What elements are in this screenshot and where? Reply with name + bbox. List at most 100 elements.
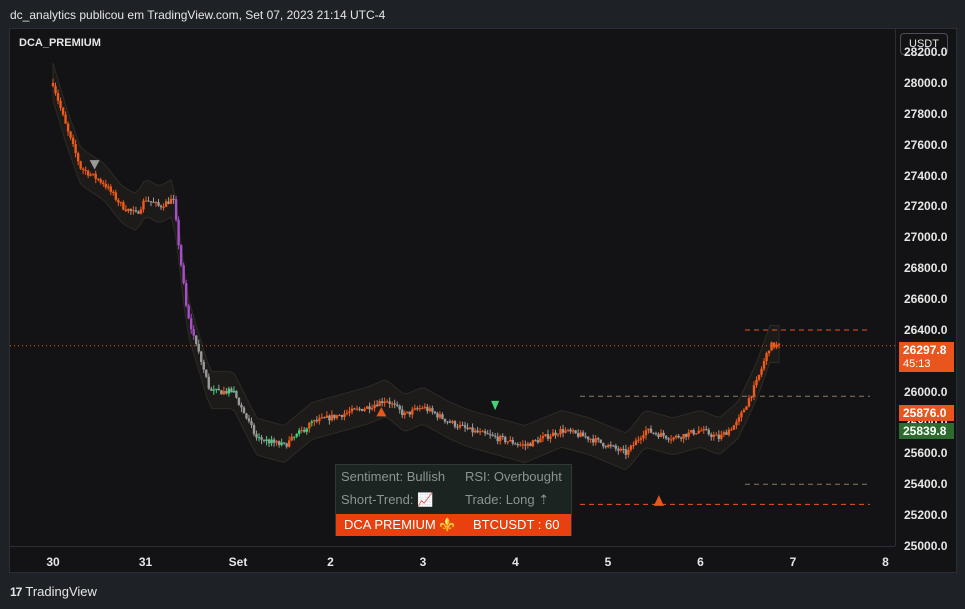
- candle-body: [589, 438, 592, 440]
- candle-body: [722, 432, 726, 435]
- candle-body: [92, 173, 95, 175]
- candle-body: [355, 408, 359, 410]
- time-tick-label: 31: [138, 555, 153, 569]
- candle-body: [752, 385, 756, 397]
- candle-body: [212, 389, 216, 391]
- candle-body: [383, 401, 386, 404]
- candle-body: [262, 439, 266, 441]
- candle-body: [549, 436, 552, 439]
- candle-body: [179, 245, 183, 266]
- candle-body: [390, 403, 394, 405]
- candle-body: [649, 428, 653, 433]
- price-tick-label: 27400.0: [904, 168, 948, 183]
- candle-body: [64, 114, 67, 124]
- candle-body: [210, 388, 213, 391]
- candle-body: [124, 209, 128, 212]
- candle-body: [370, 408, 374, 410]
- candle-body: [310, 421, 313, 423]
- candle-body: [634, 440, 638, 446]
- candle-body: [687, 432, 690, 437]
- price-tick-label: 27600.0: [904, 137, 948, 152]
- candle-body: [137, 211, 140, 214]
- candle-body: [702, 429, 705, 431]
- price-plot[interactable]: DCA_PREMIUM: [10, 29, 895, 546]
- candle-body: [524, 444, 527, 446]
- candle-body: [456, 426, 459, 428]
- candle-body: [559, 429, 562, 435]
- candle-body: [760, 368, 763, 375]
- candle-body: [345, 412, 349, 414]
- price-tick-label: 25000.0: [904, 539, 948, 553]
- candle-body: [765, 353, 768, 361]
- candle-body: [222, 391, 226, 395]
- trend-signal-marker: [491, 400, 500, 411]
- candlestick-chart[interactable]: [10, 29, 895, 546]
- time-tick-label: 30: [46, 555, 60, 569]
- time-axis[interactable]: 30 31 Set 2 3 4 5 6 7 8: [10, 546, 895, 574]
- candle-body: [652, 432, 655, 434]
- candle-body: [348, 411, 351, 413]
- candle-body: [66, 123, 70, 132]
- candle-body: [139, 209, 143, 214]
- candle-body: [202, 361, 205, 370]
- candle-body: [700, 430, 703, 432]
- candle-body: [594, 438, 597, 443]
- candle-body: [174, 199, 178, 220]
- time-tick-label: 7: [789, 555, 797, 569]
- candle-body: [313, 420, 316, 422]
- candle-body: [200, 351, 203, 362]
- candle-body: [695, 433, 698, 435]
- footer: 17 TradingView: [0, 578, 965, 609]
- candle-body: [159, 205, 163, 208]
- candle-body: [750, 396, 753, 399]
- tradingview-brand[interactable]: 17 TradingView: [10, 584, 97, 599]
- candle-body: [162, 206, 165, 208]
- candle-body: [154, 202, 158, 204]
- price-tick-label: 27200.0: [904, 199, 948, 214]
- candle-body: [235, 390, 238, 398]
- candle-body: [187, 305, 190, 319]
- candle-body: [127, 208, 130, 212]
- candle-body: [413, 408, 417, 410]
- candle-body: [496, 436, 499, 442]
- candle-body: [514, 443, 517, 445]
- candle-body: [697, 430, 700, 434]
- candle-body: [657, 434, 660, 438]
- candle-body: [315, 420, 319, 422]
- candle-body: [152, 201, 155, 203]
- info-row-2: Short-Trend: 📈 Trade: Long ⇡: [341, 490, 549, 510]
- candle-body: [551, 432, 555, 437]
- time-tick-label: 3: [419, 555, 427, 569]
- candle-body: [388, 401, 391, 404]
- candle-body: [298, 430, 301, 434]
- candle-body: [441, 414, 444, 419]
- time-tick-label: 2: [327, 555, 334, 569]
- candle-body: [632, 445, 635, 447]
- time-tick-label: 8: [882, 555, 889, 569]
- candle-body: [117, 199, 120, 203]
- price-tick-label: 28000.0: [904, 76, 948, 90]
- candle-body: [569, 429, 572, 432]
- trend-cloud-band: [52, 62, 780, 471]
- candle-body: [338, 415, 341, 417]
- candle-body: [725, 432, 728, 435]
- currency-button[interactable]: USDT: [900, 33, 948, 55]
- candle-body: [54, 86, 57, 94]
- candle-body: [428, 408, 432, 412]
- candle-body: [659, 432, 663, 438]
- candle-body: [494, 435, 497, 437]
- chart-frame[interactable]: DCA_PREMIUM USDT 28200.0 28000.0 27800.0 27…: [9, 28, 957, 573]
- price-tick-label: 26000.0: [904, 384, 948, 399]
- candle-body: [197, 343, 200, 352]
- candle-body: [164, 201, 168, 207]
- candle-body: [436, 413, 439, 418]
- candle-body: [669, 439, 673, 441]
- candle-body: [232, 390, 236, 393]
- price-axis[interactable]: USDT 28200.0 28000.0 27800.0 27600.0 27400.0…: [895, 29, 958, 553]
- candle-body: [742, 409, 746, 413]
- candle-body: [614, 445, 618, 449]
- candle-body: [586, 436, 590, 440]
- candle-body: [230, 388, 233, 393]
- candle-body: [378, 401, 381, 407]
- candle-body: [546, 434, 550, 439]
